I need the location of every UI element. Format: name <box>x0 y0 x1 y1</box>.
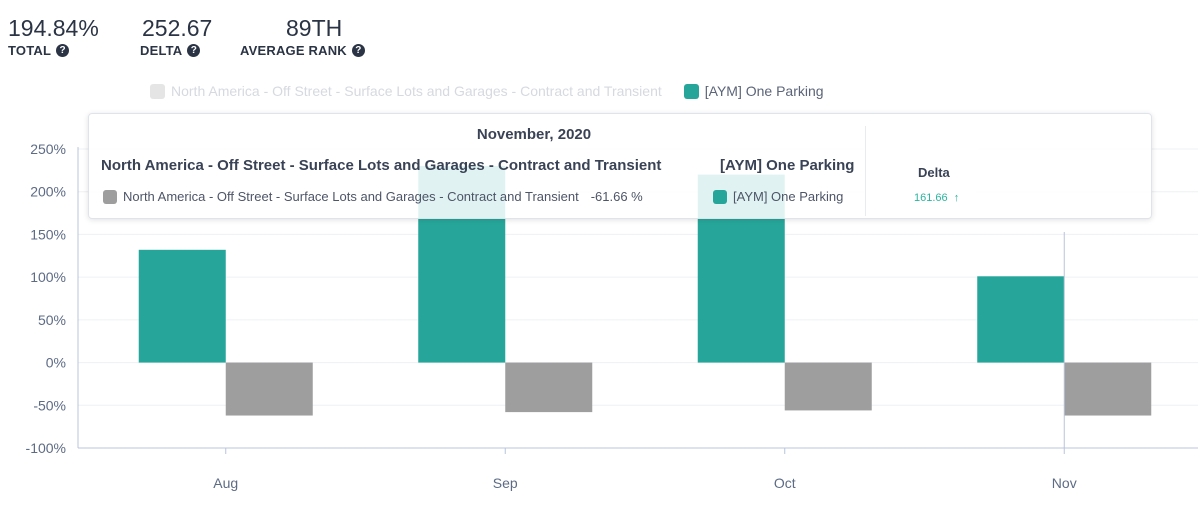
kpi-delta: 252.67 DELTA ? <box>140 14 212 58</box>
kpi-delta-value: 252.67 <box>142 15 213 41</box>
tooltip-swatch <box>713 189 727 204</box>
bar-north-america <box>225 362 313 416</box>
help-icon[interactable]: ? <box>187 44 201 57</box>
help-icon[interactable]: ? <box>56 44 70 57</box>
tooltip-delta-header: Delta <box>918 165 950 180</box>
tooltip-delta-panel: Delta 161.66 ↑ <box>865 126 978 216</box>
kpi-delta-label-row: DELTA ? <box>140 43 212 58</box>
x-tick-label: Oct <box>774 475 796 491</box>
bar-north-america <box>784 362 872 411</box>
y-tick-label: 150% <box>30 226 66 242</box>
legend-label: North America - Off Street - Surface Lot… <box>171 83 662 99</box>
help-icon[interactable]: ? <box>351 44 365 57</box>
tooltip-col2-header: [AYM] One Parking <box>720 157 855 174</box>
kpi-rank-value: 89TH <box>286 15 343 41</box>
legend-swatch <box>150 83 165 99</box>
kpi-rank-label: AVERAGE RANK <box>240 43 347 58</box>
legend-item-north-america[interactable]: North America - Off Street - Surface Lot… <box>150 83 662 99</box>
x-tick-label: Sep <box>493 475 518 491</box>
kpi-total-label-row: TOTAL ? <box>8 43 99 58</box>
kpi-total-label: TOTAL <box>8 43 52 58</box>
legend-swatch <box>683 83 699 99</box>
tooltip-delta-value: 161.66 <box>914 192 948 204</box>
tooltip-row2-label: [AYM] One Parking <box>733 189 844 204</box>
y-tick-label: -50% <box>33 397 66 413</box>
kpi-total: 194.84% TOTAL ? <box>8 14 99 58</box>
kpi-average-rank: 89TH AVERAGE RANK ? <box>240 14 365 58</box>
legend-item-aym-one-parking[interactable]: [AYM] One Parking <box>683 83 824 99</box>
tooltip-row1-value: -61.66 % <box>590 189 643 204</box>
tooltip-delta-value-row: 161.66 ↑ <box>914 192 959 204</box>
tooltip-row-north-america: North America - Off Street - Surface Lot… <box>103 189 643 204</box>
tooltip-col1-header: North America - Off Street - Surface Lot… <box>101 157 662 174</box>
x-tick-label: Nov <box>1052 475 1077 491</box>
bar-aym-one-parking <box>977 276 1065 363</box>
arrow-up-icon: ↑ <box>953 192 960 204</box>
tooltip-row-aym-one-parking: [AYM] One Parking <box>713 189 843 204</box>
legend-label: [AYM] One Parking <box>704 83 824 99</box>
tooltip-swatch <box>103 189 117 204</box>
y-tick-label: 200% <box>30 184 66 200</box>
x-tick-label: Aug <box>213 475 238 491</box>
y-tick-label: 250% <box>30 141 66 157</box>
y-tick-label: 50% <box>38 312 66 328</box>
kpi-rank-label-row: AVERAGE RANK ? <box>240 43 365 58</box>
chart-legend: North America - Off Street - Surface Lot… <box>150 83 824 99</box>
bar-north-america <box>505 362 593 413</box>
y-tick-label: 100% <box>30 269 66 285</box>
bar-aym-one-parking <box>138 249 226 363</box>
tooltip-title: November, 2020 <box>476 126 592 143</box>
chart-tooltip: November, 2020 North America - Off Stree… <box>88 113 1152 219</box>
tooltip-row1-label: North America - Off Street - Surface Lot… <box>123 189 579 204</box>
y-tick-label: -100% <box>26 440 66 456</box>
kpi-delta-label: DELTA <box>140 43 183 58</box>
y-tick-label: 0% <box>46 355 66 371</box>
kpi-total-value: 194.84% <box>8 15 99 41</box>
bar-north-america <box>1064 362 1152 416</box>
